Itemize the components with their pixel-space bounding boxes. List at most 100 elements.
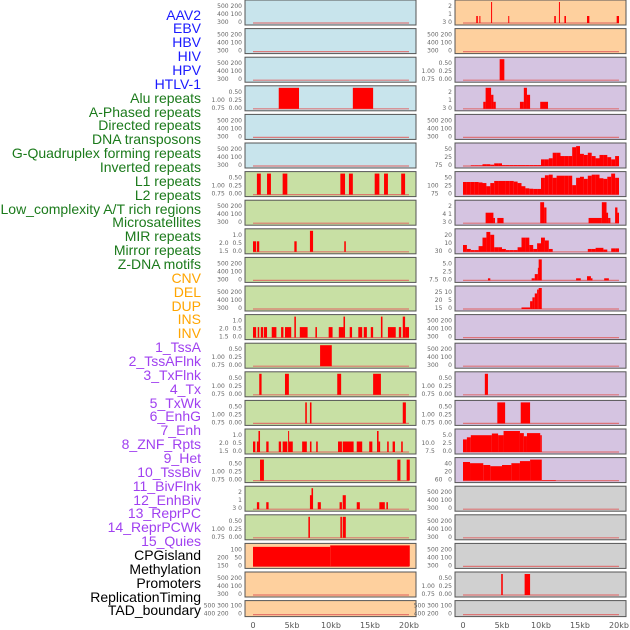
bar [259,373,262,395]
y-tick-label: 5 [448,297,452,304]
panel-background [245,0,416,25]
bar [538,288,542,309]
y-tick-label: 0.75 [211,419,225,426]
y-tick-label: 0 [448,534,452,541]
track-label: G-Quadruplex forming repeats [11,145,201,162]
x-tick-label: 20kb [399,621,419,630]
bar [470,250,475,252]
bar [595,247,600,252]
track-panel-left: 0.000.250.50 0.751.00 [211,342,417,369]
bar [517,183,522,195]
y-tick-label: 0.00 [229,419,243,426]
track-label: CPGisland [134,547,201,564]
y-tick-label: 100 [441,554,453,561]
bar [256,502,260,510]
track-panel-left: 0.000.250.50 0.751.00 [211,171,417,198]
bar [576,177,580,195]
x-tick-label: 10kb [321,621,341,630]
y-tick-label: 300 [217,276,229,283]
panel-border [244,285,417,312]
bar [278,87,300,109]
bar [379,502,385,510]
y-tick-label: 0 [238,505,242,512]
bar [530,301,533,309]
track-label: DEL [173,283,201,300]
bar [258,431,261,452]
bar [282,173,288,195]
bar [384,173,388,195]
panel-border [454,199,627,226]
bar [338,327,344,338]
bar [485,87,492,109]
bar [583,178,588,195]
bar [281,327,284,338]
y-tick-label: 200 [441,346,453,353]
y-tick-label: 100 [231,603,243,610]
bar [587,175,592,195]
bar [294,316,296,338]
bar [508,16,510,23]
bar [337,373,342,395]
panel-background [245,228,416,254]
y-tick-label: 0 [448,248,452,255]
panel-background [245,486,416,512]
y-tick-label: 75 [435,162,443,169]
bar [266,502,269,510]
y-tick-label: 20 [435,297,443,304]
panel-border [454,171,627,198]
bar [349,327,353,338]
bar [348,173,353,195]
bar [505,180,510,195]
panel-border [454,600,627,618]
y-tick-label: 500 [217,60,229,67]
y-tick-label: 1 [448,97,452,104]
y-tick-label: 300 [217,48,229,55]
bar [611,248,616,252]
panel-border [454,113,627,140]
bar [583,154,588,166]
bar [387,327,396,338]
bar [529,165,534,166]
panel-background [455,314,626,340]
bar [513,250,518,252]
bar [590,278,593,281]
bar [617,212,619,224]
panel-background [455,0,626,25]
y-tick-label: 0.00 [439,591,453,598]
y-tick-label: 300 [217,19,229,26]
bar [591,156,596,166]
bar [533,248,538,252]
y-tick-label: 200 [427,611,439,618]
bar [483,465,491,481]
bar [541,480,556,481]
y-tick-label: 0.00 [229,391,243,398]
bar [544,175,549,195]
y-tick-label: 100 [441,354,453,361]
bar [398,327,402,338]
y-tick-label: 2.5 [442,268,452,275]
bar [540,202,545,224]
y-tick-label: 0.0 [442,276,452,283]
y-tick-label: 1 [448,11,452,18]
panel-border [454,256,627,283]
y-tick-label: 0.50 [439,60,453,67]
track-panel-right: 0.000.250.50 0.751.00 [421,371,627,398]
y-tick-label: 2 [448,203,452,210]
track-panel-right: 012 3 [442,0,627,26]
y-tick-label: 0.75 [211,534,225,541]
panel-border [244,113,417,140]
bar [486,164,491,166]
y-tick-label: 500 [217,32,229,39]
y-tick-label: 40 [444,461,452,468]
y-tick-label: 0.50 [229,461,243,468]
bar [256,173,261,195]
track-label: HBV [172,34,201,51]
bar [253,327,257,338]
bar [603,178,608,195]
bar [591,248,596,252]
y-tick-label: 0 [238,133,242,140]
panel-background [455,486,626,512]
